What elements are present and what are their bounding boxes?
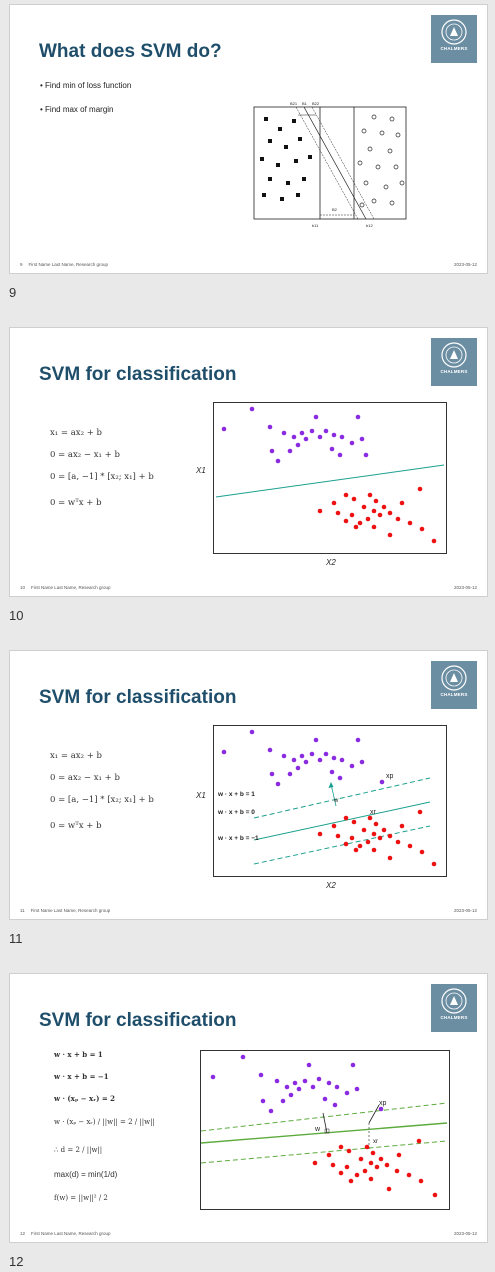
slide-number-label: 12: [9, 1254, 24, 1269]
footer-date: 2023-05-12: [453, 1231, 477, 1236]
x-axis-label: X2: [326, 558, 336, 567]
scatter-plot: w xp xr: [200, 1050, 450, 1210]
slide-title: SVM for classification: [39, 687, 237, 708]
footer-date: 2023-05-12: [453, 262, 477, 267]
chalmers-logo: CHALMERS: [431, 15, 477, 63]
equation: 0 = wᵀx + b: [50, 821, 102, 831]
equation: 0 = ax₂ − x₁ + b: [50, 773, 120, 783]
label-b11: b11: [312, 223, 319, 228]
equation: 0 = wᵀx + b: [50, 498, 102, 508]
seal-icon: [441, 19, 467, 45]
equation: x₁ = ax₂ + b: [50, 751, 102, 761]
label-b21: B21: [290, 101, 298, 106]
bullet-item: • Find max of margin: [40, 105, 114, 114]
label-b12: b12: [366, 223, 373, 228]
footer-date: 2023-05-12: [453, 908, 477, 913]
slide-number-label: 11: [9, 931, 23, 946]
slide-number-label: 9: [9, 285, 17, 300]
seal-icon: [441, 342, 467, 368]
x-axis-label: X2: [326, 881, 336, 890]
equation: w · x + b = 1: [54, 1050, 103, 1059]
footer-date: 2023-05-12: [453, 585, 477, 590]
xp-label: xp: [379, 1100, 387, 1107]
slide-title: What does SVM do?: [39, 41, 222, 62]
seal-icon: [441, 665, 467, 691]
margin-figure: B21 B1 B22 b11 b12 B2: [253, 101, 407, 228]
chalmers-logo: CHALMERS: [431, 661, 477, 709]
xp-label: xp: [386, 773, 394, 780]
logo-text: CHALMERS: [440, 46, 468, 51]
slide-11[interactable]: SVM for classification CHALMERS x₁ = ax₂…: [9, 650, 488, 920]
slide-9[interactable]: What does SVM do? CHALMERS • Find min of…: [9, 4, 488, 274]
label-B2: B2: [332, 207, 338, 212]
equation: max(d) = min(1/d): [54, 1170, 118, 1179]
equation: w · (xₚ − xᵣ) / ||w|| = 2 / ||w||: [54, 1118, 155, 1126]
logo-text: CHALMERS: [440, 369, 468, 374]
bullet-list: • Find min of loss function • Find max o…: [40, 81, 131, 129]
equation: 0 = [a, −1] * [x₂; x₁] + b: [50, 795, 154, 805]
logo-text: CHALMERS: [440, 692, 468, 697]
margin-line-label: w · x + b = −1: [217, 835, 259, 842]
equation: w · (xₚ − xᵣ) = 2: [54, 1094, 116, 1103]
chalmers-logo: CHALMERS: [431, 984, 477, 1032]
equation: ∴ d = 2 / ||w||: [54, 1146, 103, 1154]
slide-number-label: 10: [9, 608, 24, 623]
equation: f(w) = ||w||² / 2: [54, 1194, 108, 1202]
footer-left: 12 First Name Last Name, Research group: [20, 1231, 111, 1236]
footer-left: 9 First Name Last Name, Research group: [20, 262, 109, 267]
footer-left: 11 First Name Last Name, Research group: [20, 908, 111, 913]
slide-title: SVM for classification: [39, 1010, 237, 1031]
equation: w · x + b = −1: [54, 1072, 109, 1081]
slide-title: SVM for classification: [39, 364, 237, 385]
logo-text: CHALMERS: [440, 1015, 468, 1020]
label-b1: B1: [302, 101, 308, 106]
footer-left: 10 First Name Last Name, Research group: [20, 585, 111, 590]
bullet-item: • Find min of loss function: [40, 81, 132, 90]
xr-label: xr: [373, 1139, 378, 1145]
equation: 0 = [a, −1] * [x₂; x₁] + b: [50, 472, 154, 482]
equation: 0 = ax₂ − x₁ + b: [50, 450, 120, 460]
equation: x₁ = ax₂ + b: [50, 428, 102, 438]
slide-10[interactable]: SVM for classification CHALMERS x₁ = ax₂…: [9, 327, 488, 597]
y-axis-label: X1: [196, 466, 206, 475]
scatter-plot: w xp xr w · x + b = 1 w · x + b = 0 w · …: [213, 725, 447, 877]
margin-line-label: w · x + b = 1: [217, 791, 255, 798]
w-vector-label: w: [333, 798, 339, 804]
seal-icon: [441, 988, 467, 1014]
decision-line-label: w · x + b = 0: [217, 809, 255, 816]
w-vector-label: w: [314, 1126, 321, 1133]
label-b22: B22: [312, 101, 320, 106]
slide-12[interactable]: SVM for classification CHALMERS w · x + …: [9, 973, 488, 1243]
xr-label: xr: [370, 809, 377, 816]
y-axis-label: X1: [196, 791, 206, 800]
scatter-plot: [213, 402, 447, 554]
chalmers-logo: CHALMERS: [431, 338, 477, 386]
